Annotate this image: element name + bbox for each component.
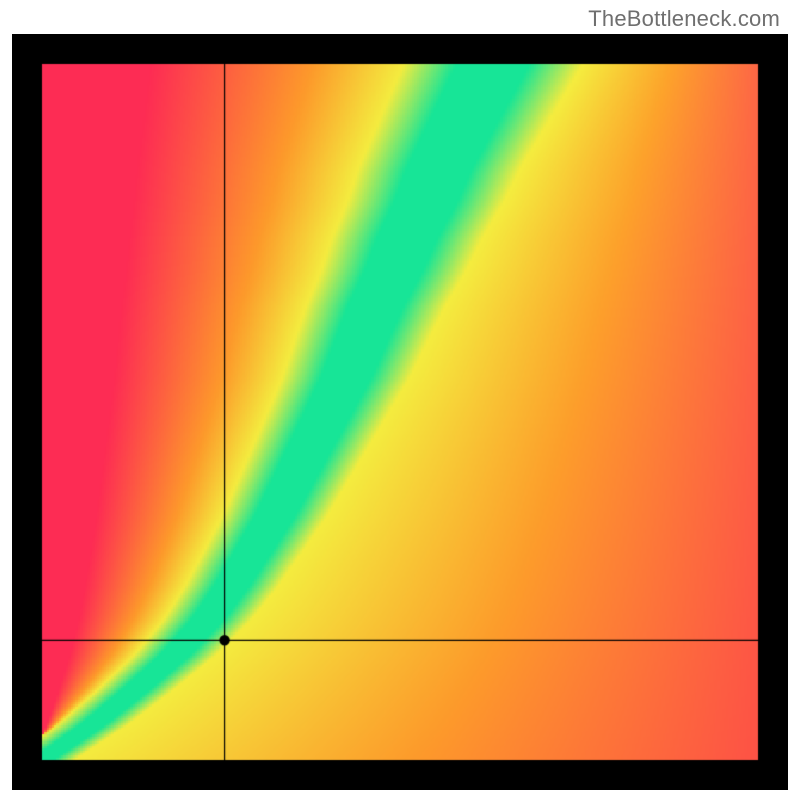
watermark-text: TheBottleneck.com bbox=[588, 6, 780, 32]
heatmap-plot bbox=[12, 34, 788, 790]
heatmap-canvas bbox=[12, 34, 788, 790]
chart-container: TheBottleneck.com bbox=[0, 0, 800, 800]
